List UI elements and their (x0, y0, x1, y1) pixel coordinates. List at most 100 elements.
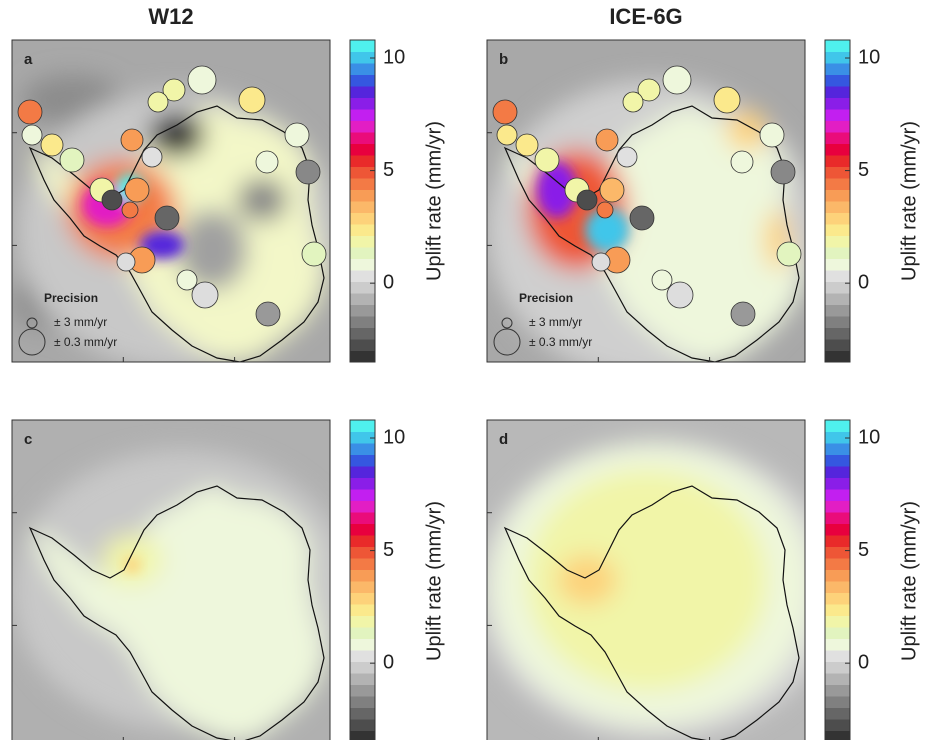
colorbar-segment (825, 74, 850, 87)
colorbar-segment (350, 350, 375, 363)
colorbar-segment (350, 696, 375, 708)
colorbar-segment (825, 615, 850, 628)
map-frame (486, 39, 806, 363)
colorbar-segment (350, 569, 375, 582)
colorbar-label: Uplift rate (mm/yr) (898, 501, 920, 661)
colorbar-segment (825, 109, 850, 121)
precision-large-label: ± 0.3 mm/yr (54, 335, 117, 349)
colorbar-segment (825, 178, 850, 190)
precision-title: Precision (44, 291, 98, 305)
panel-label: a (24, 51, 33, 68)
colorbar-frame (824, 39, 851, 363)
colorbar-tick-label: 0 (383, 651, 394, 673)
colorbar-tick-label: 5 (858, 159, 869, 181)
colorbar-segment (350, 201, 375, 213)
colorbar-label: Uplift rate (mm/yr) (423, 121, 445, 281)
colorbar-label: Uplift rate (mm/yr) (898, 121, 920, 281)
colorbar-segment (350, 454, 375, 467)
colorbar-segment (350, 661, 375, 674)
colorbar-segment (350, 40, 375, 52)
precision-small-label: ± 3 mm/yr (529, 315, 582, 329)
colorbar-segment (825, 661, 850, 674)
colorbar-segment (825, 489, 850, 501)
colorbar-segment (825, 281, 850, 294)
colorbar-segment (825, 627, 850, 639)
colorbar-segment (825, 86, 850, 98)
colorbar-segment (825, 454, 850, 467)
colorbar-segment (350, 627, 375, 639)
precision-large-label: ± 0.3 mm/yr (529, 335, 592, 349)
colorbar-segment (825, 97, 850, 110)
gps-sites (492, 65, 802, 327)
colorbar-segment (825, 512, 850, 524)
colorbar-segment (350, 684, 375, 697)
map-b (487, 40, 805, 362)
precision-title: Precision (519, 291, 573, 305)
map-c (12, 420, 330, 740)
precision-large (18, 328, 46, 356)
colorbar-segment (350, 143, 375, 156)
colorbar-segment (825, 327, 850, 340)
colorbar-segment (350, 327, 375, 340)
colorbar-segment (350, 74, 375, 87)
colorbar-segment (825, 569, 850, 582)
column-title: W12 (148, 4, 193, 29)
colorbar-segment (350, 707, 375, 720)
colorbar-frame (349, 39, 376, 363)
colorbar-segment (825, 420, 850, 432)
colorbar-segment (350, 316, 375, 328)
colorbar-segment (825, 604, 850, 616)
colorbar-segment (350, 212, 375, 225)
colorbar-segment (350, 51, 375, 64)
colorbar-segment (825, 650, 850, 662)
colorbar-segment (825, 523, 850, 536)
colorbar-segment (825, 258, 850, 271)
colorbar-segment (350, 604, 375, 616)
colorbar-segment (350, 592, 375, 605)
colorbar-segment (825, 235, 850, 248)
colorbar-segment (825, 132, 850, 144)
colorbar-segment (825, 120, 850, 133)
precision-small-label: ± 3 mm/yr (54, 315, 107, 329)
colorbar-segment (350, 489, 375, 501)
colorbar-segment (350, 155, 375, 167)
colorbar-segment (350, 477, 375, 490)
colorbar-segment (350, 719, 375, 731)
colorbar-segment (825, 443, 850, 455)
colorbar-tick-label: 5 (383, 159, 394, 181)
colorbar-segment (350, 466, 375, 478)
colorbar-segment (350, 63, 375, 75)
colorbar-segment (350, 247, 375, 259)
colorbar-tick-label: 5 (858, 539, 869, 561)
colorbar-tick-label: 5 (383, 539, 394, 561)
precision-small (26, 317, 38, 329)
colorbar-segment (350, 512, 375, 524)
colorbar-segment (825, 155, 850, 167)
colorbar-label: Uplift rate (mm/yr) (423, 501, 445, 661)
colorbar-tick-label: 10 (383, 46, 405, 68)
colorbar-segment (350, 500, 375, 513)
map-d (487, 420, 805, 740)
colorbar-segment (350, 523, 375, 536)
colorbar-segment (825, 707, 850, 720)
colorbar-segment (825, 696, 850, 708)
colorbar-frame (349, 419, 376, 740)
colorbar-segment (825, 546, 850, 559)
colorbar-segment (350, 258, 375, 271)
precision-small (501, 317, 513, 329)
colorbar-segment (825, 558, 850, 570)
colorbar-tick-label: 0 (858, 651, 869, 673)
colorbar-segment (825, 719, 850, 731)
colorbar-tick-label: 0 (383, 271, 394, 293)
colorbar-segment (825, 592, 850, 605)
colorbar-segment (350, 673, 375, 685)
colorbar-segment (350, 293, 375, 305)
colorbar-segment (350, 178, 375, 190)
panel-label: b (499, 51, 508, 68)
colorbar-segment (825, 224, 850, 236)
colorbar-segment (350, 166, 375, 179)
map-frame (11, 419, 331, 740)
colorbar-segment (825, 477, 850, 490)
colorbar-segment (350, 339, 375, 351)
